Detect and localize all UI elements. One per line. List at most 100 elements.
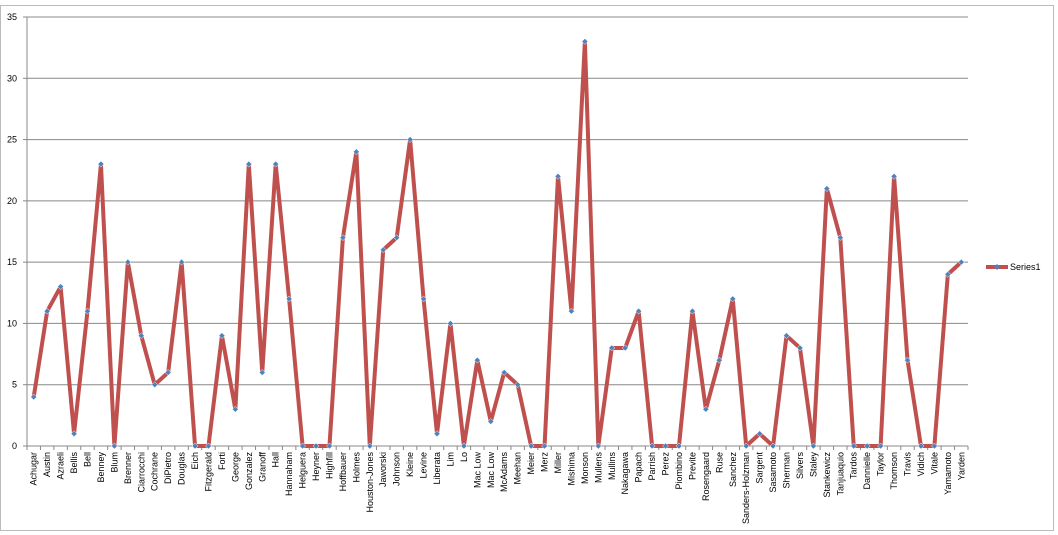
data-point bbox=[742, 442, 750, 450]
data-point bbox=[715, 356, 723, 364]
x-tick-label: Mishima bbox=[566, 452, 576, 486]
data-point bbox=[460, 442, 468, 450]
x-tick-label: Brenner bbox=[123, 452, 133, 484]
x-tick-label: Meier bbox=[526, 452, 536, 475]
data-point bbox=[299, 442, 306, 450]
x-tick-label: Cochrane bbox=[150, 452, 160, 491]
data-point bbox=[635, 307, 643, 315]
x-tick-label: Taylor bbox=[876, 452, 886, 476]
data-point bbox=[594, 442, 602, 450]
data-point bbox=[850, 442, 858, 450]
series-line bbox=[31, 39, 963, 448]
data-point bbox=[527, 442, 535, 450]
data-point bbox=[473, 356, 481, 364]
x-tick-label: Hall bbox=[271, 452, 281, 468]
data-point bbox=[756, 430, 763, 438]
x-tick-label: Ciarrocchi bbox=[136, 452, 146, 493]
x-tick-label: George bbox=[230, 452, 240, 482]
data-point bbox=[675, 442, 683, 450]
x-tick-label: Miller bbox=[553, 452, 563, 474]
x-tick-label: Meehan bbox=[513, 452, 523, 485]
y-tick-label: 10 bbox=[7, 318, 17, 328]
x-tick-label: Blum bbox=[109, 452, 119, 473]
y-tick-label: 35 bbox=[7, 12, 17, 22]
x-tick-label: Vidich bbox=[916, 452, 926, 476]
data-point bbox=[877, 442, 884, 450]
data-point bbox=[769, 442, 777, 450]
data-point bbox=[662, 442, 669, 450]
data-point bbox=[487, 418, 495, 425]
x-tick-label: Bellis bbox=[69, 452, 79, 474]
x-tick-label: Granoff bbox=[257, 452, 267, 482]
x-tick-label: Houston-Jones bbox=[365, 452, 375, 513]
data-point bbox=[608, 344, 616, 352]
x-tick-label: Eich bbox=[190, 452, 200, 470]
data-point bbox=[191, 442, 199, 450]
data-point bbox=[433, 430, 441, 438]
data-point bbox=[379, 246, 387, 254]
data-point bbox=[554, 172, 562, 180]
data-point bbox=[890, 172, 898, 180]
data-point bbox=[581, 38, 589, 45]
x-tick-label: Holmes bbox=[351, 452, 361, 483]
x-tick-label: Piombino bbox=[674, 452, 684, 490]
x-tick-label: Sanders-Holzman bbox=[741, 452, 751, 524]
legend-marker bbox=[994, 264, 1000, 270]
data-point bbox=[326, 442, 333, 450]
x-tick-label: Liberata bbox=[432, 452, 442, 485]
x-tick-label: Monson bbox=[580, 452, 590, 484]
data-point bbox=[312, 442, 320, 450]
x-tick-label: Nakagawa bbox=[620, 452, 630, 495]
y-tick-label: 20 bbox=[7, 196, 17, 206]
data-point bbox=[205, 442, 212, 450]
data-point bbox=[272, 160, 280, 168]
x-tick-label: Benney bbox=[96, 452, 106, 483]
x-tick-label: Achugar bbox=[29, 452, 39, 486]
data-point bbox=[258, 369, 266, 376]
x-tick-label: Thomson bbox=[889, 452, 899, 490]
x-tick-label: Silvers bbox=[795, 452, 805, 480]
data-point bbox=[178, 258, 185, 266]
data-point bbox=[366, 442, 374, 450]
data-point bbox=[514, 381, 522, 389]
data-point bbox=[500, 369, 508, 376]
data-point bbox=[151, 381, 159, 389]
x-tick-label: Tardos bbox=[849, 452, 859, 480]
x-tick-label: Levine bbox=[419, 452, 429, 479]
x-tick-label: Perez bbox=[661, 452, 671, 476]
x-tick-label: Staley bbox=[808, 452, 818, 478]
data-point bbox=[406, 136, 414, 143]
x-tick-label: Mac Low bbox=[472, 452, 482, 489]
data-point bbox=[164, 369, 172, 376]
data-point bbox=[648, 442, 656, 450]
data-point bbox=[285, 295, 293, 303]
data-point bbox=[944, 271, 952, 278]
chart-border bbox=[0, 5, 1054, 531]
data-point bbox=[904, 356, 911, 364]
x-tick-label: Merz bbox=[540, 452, 550, 472]
y-tick-label: 5 bbox=[12, 380, 17, 390]
data-point bbox=[57, 283, 64, 291]
data-point bbox=[541, 442, 548, 450]
data-point bbox=[30, 393, 38, 401]
x-tick-label: Rosengaard bbox=[701, 452, 711, 501]
x-tick-label: Lim bbox=[445, 452, 455, 467]
data-point bbox=[70, 430, 78, 438]
data-point bbox=[420, 295, 427, 303]
data-point bbox=[352, 148, 360, 156]
x-tick-label: Sherman bbox=[782, 452, 792, 489]
data-point bbox=[111, 442, 118, 450]
data-point bbox=[568, 307, 575, 315]
y-tick-label: 25 bbox=[7, 135, 17, 145]
x-tick-label: Papach bbox=[634, 452, 644, 483]
x-tick-label: Hannaham bbox=[284, 452, 294, 496]
data-point bbox=[836, 234, 844, 241]
data-point bbox=[621, 344, 629, 352]
x-tick-label: Tanjuaquio bbox=[835, 452, 845, 496]
x-tick-label: Kleine bbox=[405, 452, 415, 477]
x-tick-label: Dannielle bbox=[862, 452, 872, 490]
x-tick-label: Jaworski bbox=[378, 452, 388, 487]
x-tick-label: Helguera bbox=[298, 452, 308, 489]
x-tick-label: Sasamoto bbox=[768, 452, 778, 493]
